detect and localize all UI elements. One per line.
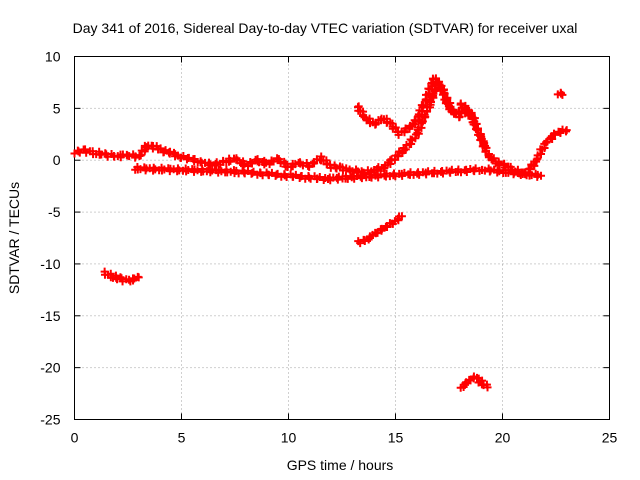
y-tick-label: -20: [40, 360, 60, 376]
data-point: [411, 117, 420, 126]
data-point: [518, 169, 527, 178]
y-tick-label: -10: [40, 256, 60, 272]
data-point: [393, 151, 402, 160]
data-point: [562, 126, 571, 135]
data-point: [134, 273, 143, 282]
data-point: [483, 383, 492, 392]
data-point: [418, 117, 427, 126]
y-axis-title: SDTVAR / TECUs: [6, 182, 22, 294]
data-point: [419, 101, 428, 110]
data-point: [391, 123, 400, 132]
x-tick-label: 25: [602, 430, 618, 446]
data-point: [481, 143, 490, 152]
data-point: [542, 138, 551, 147]
data-point: [196, 157, 205, 166]
x-tick-label: 15: [388, 430, 404, 446]
data-point: [82, 148, 91, 157]
data-point: [274, 155, 283, 164]
y-tick-label: 5: [53, 100, 61, 116]
data-point: [557, 89, 566, 98]
data-point: [517, 168, 526, 177]
data-point: [360, 236, 369, 245]
x-axis-title: GPS time / hours: [287, 457, 394, 473]
tick-labels: 0 5 10 15 20 25 10 5 0 -5 -10 -15 -20 -25: [40, 49, 617, 446]
data-point: [166, 147, 175, 156]
data-point: [304, 161, 313, 170]
y-tick-label: 10: [45, 49, 61, 65]
x-tick-label: 10: [281, 430, 297, 446]
series-isolated-late: [553, 88, 567, 99]
data-point: [184, 153, 193, 162]
axis-ticks: [74, 56, 610, 420]
data-point: [477, 134, 486, 143]
y-tick-label: -15: [40, 308, 60, 324]
data-point: [433, 77, 442, 86]
plot-frame: [74, 56, 610, 420]
grid: [74, 56, 610, 420]
series-short-arc-3: [456, 372, 492, 392]
data-point: [310, 159, 319, 168]
data-point: [426, 97, 435, 106]
data-point: [305, 173, 314, 182]
data-point: [74, 147, 83, 156]
data-point: [427, 79, 436, 88]
x-tick-label: 20: [495, 430, 511, 446]
data-point: [397, 212, 406, 221]
data-point: [437, 84, 446, 93]
series-secondary-upper-arc: [353, 74, 464, 139]
data-point: [493, 166, 502, 175]
series-short-arc-1: [100, 267, 143, 286]
x-tick-label: 5: [178, 430, 186, 446]
data-point: [217, 167, 226, 176]
data-point: [438, 90, 447, 99]
data-point: [400, 128, 409, 137]
data-point: [377, 224, 386, 233]
chart-title: Day 341 of 2016, Sidereal Day-to-day VTE…: [73, 20, 578, 36]
data-point: [149, 163, 158, 172]
series-late-rise: [456, 99, 490, 152]
data-point: [558, 90, 567, 99]
data-point: [455, 112, 464, 121]
data-point: [248, 168, 257, 177]
series-isolated-dips: [131, 162, 546, 185]
data-point: [136, 151, 145, 160]
data-point: [193, 166, 202, 175]
y-tick-label: 0: [53, 152, 61, 168]
series-main-trace: [70, 77, 571, 179]
y-tick-label: -5: [48, 204, 61, 220]
data-points: [70, 74, 571, 392]
series-short-arc-2: [354, 212, 406, 248]
y-tick-label: -25: [40, 412, 60, 428]
data-point: [537, 171, 546, 180]
x-tick-label: 0: [71, 430, 79, 446]
